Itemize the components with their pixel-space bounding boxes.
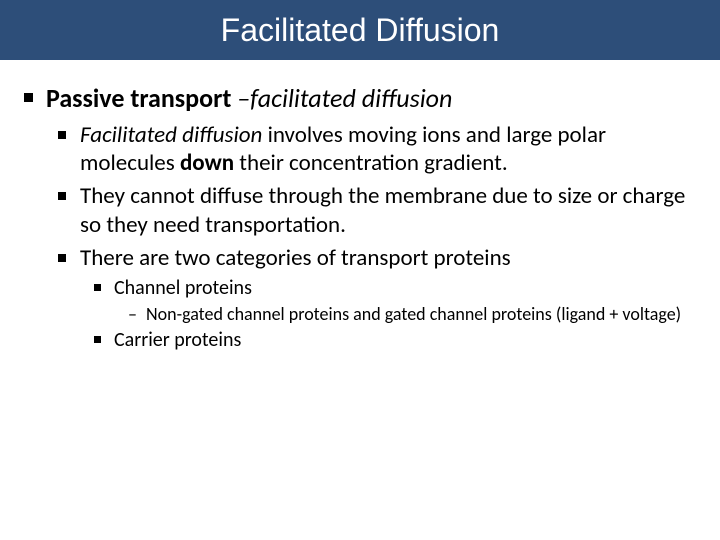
- bullet-facilitated-definition: Facilitated diffusion involves moving io…: [54, 121, 700, 179]
- slide-body: Passive transport –facilitated diffusion…: [0, 60, 720, 353]
- bullet-text-tail: their concentration gradient.: [234, 149, 508, 177]
- heading-bold-part: Passive transport: [46, 82, 237, 114]
- bullet-cannot-diffuse: They cannot diffuse through the membrane…: [54, 182, 700, 240]
- bullet-gated-nongated: Non-gated channel proteins and gated cha…: [128, 303, 700, 326]
- slide: Facilitated Diffusion Passive transport …: [0, 0, 720, 540]
- bullet-two-categories: There are two categories of transport pr…: [54, 244, 700, 273]
- bullet-carrier-proteins: Carrier proteins: [90, 328, 700, 353]
- bullet-bold-down: down: [180, 149, 234, 177]
- bullet-italic-term: Facilitated diffusion: [80, 121, 262, 149]
- bullet-channel-proteins: Channel proteins: [90, 276, 700, 301]
- heading-italic-part: –facilitated diffusion: [237, 82, 452, 114]
- slide-title: Facilitated Diffusion: [221, 12, 500, 49]
- title-bar: Facilitated Diffusion: [0, 0, 720, 60]
- heading-passive-transport: Passive transport –facilitated diffusion: [20, 82, 700, 115]
